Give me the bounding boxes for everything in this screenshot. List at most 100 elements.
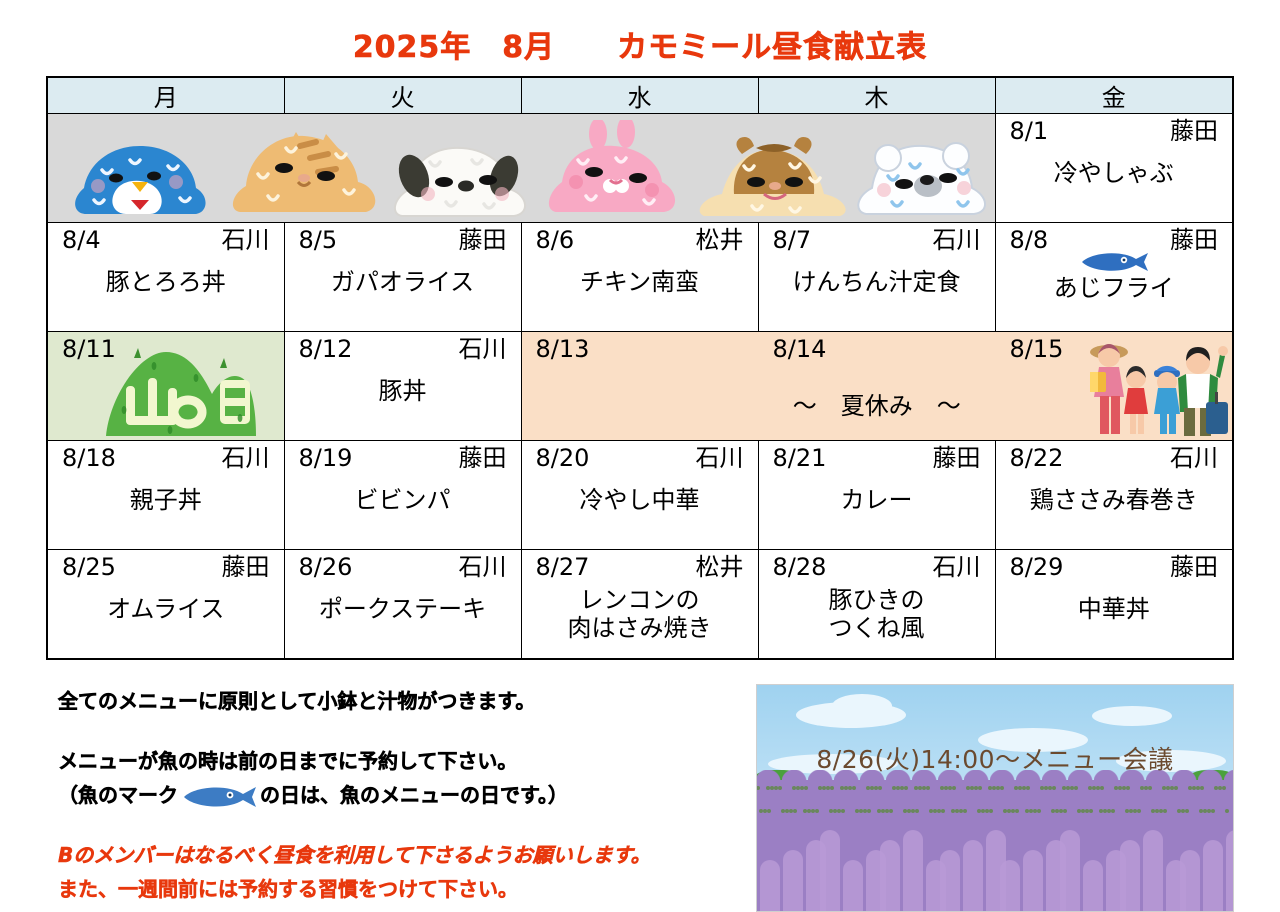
day-cook: 石川 bbox=[1170, 444, 1218, 472]
day-menu: チキン南蛮 bbox=[579, 268, 700, 296]
melting-penguin-icon bbox=[75, 146, 206, 214]
day-cook: 藤田 bbox=[221, 553, 270, 581]
day-date: 8/1 bbox=[1009, 117, 1049, 145]
day-cook: 石川 bbox=[458, 335, 507, 363]
note-line-3: （魚のマーク の日は、魚のメニューの日です。） bbox=[58, 778, 740, 812]
day-cook: 石川 bbox=[221, 226, 270, 254]
day-cook: 石川 bbox=[458, 553, 507, 581]
day-menu: カレー bbox=[840, 486, 913, 514]
weekday-header-tue: 火 bbox=[283, 76, 522, 114]
day-date: 8/15 bbox=[1009, 335, 1064, 363]
day-cell-8-28: 8/28 石川 豚ひきの つくね風 bbox=[757, 549, 996, 660]
note-line-3-prefix: （魚のマーク bbox=[58, 783, 179, 808]
day-menu: けんちん汁定食 bbox=[792, 268, 961, 296]
day-menu: ビビンパ bbox=[354, 486, 451, 514]
day-date: 8/19 bbox=[298, 444, 353, 472]
page-title: 2025年 8月 カモミール昼食献立表 bbox=[352, 30, 928, 66]
day-menu-line2: つくね風 bbox=[828, 614, 925, 642]
day-cook: 藤田 bbox=[1170, 117, 1218, 145]
lavender-field bbox=[756, 770, 1234, 912]
day-cook: 石川 bbox=[932, 553, 981, 581]
day-cell-8-20: 8/20 石川 冷やし中華 bbox=[520, 440, 759, 550]
menu-meeting-text: 8/26(火)14:00〜メニュー会議 bbox=[816, 745, 1174, 774]
day-menu: 鶏ささみ春巻き bbox=[1029, 486, 1198, 514]
melting-animals-cell bbox=[46, 113, 996, 223]
day-cook: 藤田 bbox=[1170, 226, 1218, 254]
day-menu-line2: 肉はさみ焼き bbox=[567, 614, 712, 642]
day-menu: レンコンの bbox=[579, 586, 700, 614]
weekday-header-thu: 木 bbox=[757, 76, 996, 114]
day-date: 8/28 bbox=[772, 553, 827, 581]
day-cook: 松井 bbox=[695, 553, 744, 581]
day-date: 8/11 bbox=[62, 335, 116, 363]
day-cell-8-29: 8/29 藤田 中華丼 bbox=[994, 549, 1234, 660]
weekday-header-wed: 水 bbox=[520, 76, 759, 114]
melting-dog-icon bbox=[393, 146, 526, 217]
day-date: 8/8 bbox=[1009, 226, 1049, 254]
note-line-4: Bのメンバーはなるべく昼食を利用して下さるようお願いします。 bbox=[58, 843, 651, 868]
day-menu: 豚とろろ丼 bbox=[105, 268, 226, 296]
weekday-header-mon: 月 bbox=[46, 76, 285, 114]
day-date: 8/12 bbox=[298, 335, 353, 363]
melting-polar-bear-icon bbox=[857, 142, 986, 215]
day-date: 8/27 bbox=[535, 553, 590, 581]
weekday-header-fri: 金 bbox=[994, 76, 1234, 114]
melting-cat-icon bbox=[232, 132, 376, 212]
day-cook: 藤田 bbox=[458, 444, 507, 472]
cloud-icon bbox=[1116, 750, 1226, 772]
day-cell-8-12: 8/12 石川 豚丼 bbox=[283, 331, 522, 441]
day-menu: 豚丼 bbox=[378, 377, 427, 405]
weekday-header-row: 月 火 水 木 金 bbox=[46, 76, 1234, 114]
day-cell-8-1: 8/1 藤田 冷やしゃぶ bbox=[994, 113, 1234, 223]
week-row-3: 8/18 石川 親子丼 8/19 藤田 ビビンパ 8/20 石川 冷やし中華 8/21… bbox=[46, 440, 1234, 550]
melting-rabbit-icon bbox=[548, 120, 676, 212]
day-date: 8/20 bbox=[535, 444, 590, 472]
melting-hamster-icon bbox=[699, 137, 846, 216]
day-menu: 冷やし中華 bbox=[579, 486, 700, 514]
day-date: 8/14 bbox=[772, 335, 827, 363]
day-cook: 藤田 bbox=[458, 226, 507, 254]
day-menu: 中華丼 bbox=[1077, 595, 1150, 623]
menu-calendar-table: 月 火 水 木 金 bbox=[46, 76, 1234, 660]
day-cell-8-21: 8/21 藤田 カレー bbox=[757, 440, 996, 550]
calendar-wrapper: 月 火 水 木 金 bbox=[46, 76, 1234, 660]
day-date: 8/5 bbox=[298, 226, 338, 254]
day-date: 8/21 bbox=[772, 444, 827, 472]
notes-block: 全てのメニューに原則として小鉢と汁物がつきます。 メニューが魚の時は前の日までに… bbox=[46, 684, 740, 906]
day-date: 8/6 bbox=[535, 226, 575, 254]
day-cell-8-5: 8/5 藤田 ガパオライス bbox=[283, 222, 522, 332]
day-cook: 藤田 bbox=[1170, 553, 1218, 581]
week-row-2: 8/11 bbox=[46, 331, 1234, 441]
day-cell-8-8: 8/8 藤田 あじフライ bbox=[994, 222, 1234, 332]
day-cell-8-26: 8/26 石川 ポークステーキ bbox=[283, 549, 522, 660]
day-menu: ポークステーキ bbox=[318, 595, 487, 623]
note-line-1: 全てのメニューに原則として小鉢と汁物がつきます。 bbox=[58, 689, 536, 714]
bottom-section: 全てのメニューに原則として小鉢と汁物がつきます。 メニューが魚の時は前の日までに… bbox=[46, 684, 1234, 912]
summer-holiday-cell: 8/13 8/14 8/15 〜 夏休み 〜 bbox=[520, 331, 1234, 441]
day-date: 8/26 bbox=[298, 553, 353, 581]
day-menu: ガパオライス bbox=[330, 268, 475, 296]
day-cook: 石川 bbox=[221, 444, 270, 472]
day-cell-8-19: 8/19 藤田 ビビンパ bbox=[283, 440, 522, 550]
day-cell-8-11: 8/11 bbox=[46, 331, 285, 441]
fish-icon bbox=[1081, 253, 1148, 271]
day-cook: 松井 bbox=[695, 226, 744, 254]
day-menu: オムライス bbox=[107, 595, 225, 623]
week-row-4: 8/25 藤田 オムライス 8/26 石川 ポークステーキ 8/27 松井 レンコンの… bbox=[46, 549, 1234, 660]
day-date: 8/25 bbox=[62, 553, 116, 581]
cloud-icon bbox=[768, 754, 898, 774]
day-cell-8-27: 8/27 松井 レンコンの 肉はさみ焼き bbox=[520, 549, 759, 660]
week-row-0: 8/1 藤田 冷やしゃぶ bbox=[46, 113, 1234, 223]
day-date: 8/22 bbox=[1009, 444, 1064, 472]
day-cell-8-22: 8/22 石川 鶏ささみ春巻き bbox=[994, 440, 1234, 550]
day-cell-8-6: 8/6 松井 チキン南蛮 bbox=[520, 222, 759, 332]
day-cell-8-25: 8/25 藤田 オムライス bbox=[46, 549, 285, 660]
day-cook: 石川 bbox=[932, 226, 981, 254]
day-cell-8-18: 8/18 石川 親子丼 bbox=[46, 440, 285, 550]
day-cook: 藤田 bbox=[932, 444, 981, 472]
note-line-2: メニューが魚の時は前の日までに予約して下さい。 bbox=[58, 749, 518, 774]
day-cell-8-4: 8/4 石川 豚とろろ丼 bbox=[46, 222, 285, 332]
day-date: 8/7 bbox=[772, 226, 812, 254]
day-date: 8/18 bbox=[62, 444, 116, 472]
